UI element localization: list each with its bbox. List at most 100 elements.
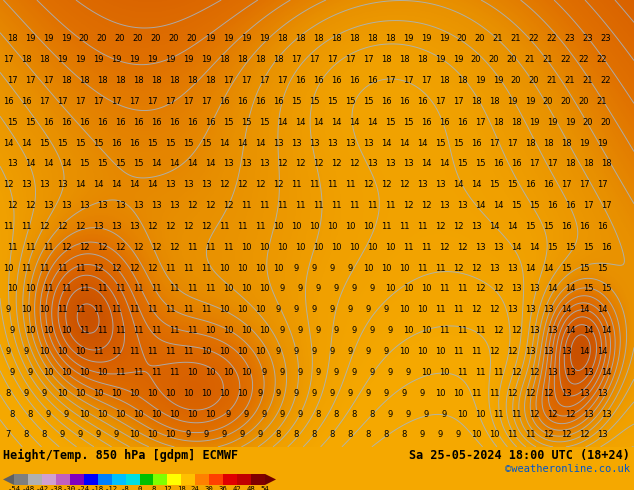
Text: 12: 12 [205, 201, 216, 210]
Text: 9: 9 [330, 347, 335, 356]
Text: 19: 19 [93, 55, 103, 64]
Text: 10: 10 [219, 305, 230, 315]
Text: 18: 18 [115, 76, 126, 85]
Text: 10: 10 [146, 430, 157, 440]
Text: 19: 19 [403, 34, 413, 43]
Text: 11: 11 [183, 264, 193, 272]
Text: 18: 18 [21, 55, 31, 64]
Text: 11: 11 [187, 243, 197, 252]
Text: 8: 8 [152, 486, 155, 490]
Text: 9: 9 [10, 326, 15, 335]
Bar [195, 474, 209, 485]
Text: 11: 11 [439, 326, 450, 335]
Text: 16: 16 [399, 97, 410, 106]
Text: 16: 16 [295, 76, 306, 85]
Text: 15: 15 [597, 264, 607, 272]
Bar [237, 474, 251, 485]
Text: 17: 17 [241, 76, 251, 85]
Text: 11: 11 [255, 222, 265, 231]
Text: 14: 14 [511, 243, 521, 252]
Text: 11: 11 [169, 326, 179, 335]
Text: 9: 9 [204, 430, 209, 440]
Text: 12: 12 [507, 347, 517, 356]
Text: 11: 11 [187, 326, 197, 335]
Text: 12: 12 [453, 222, 463, 231]
Text: 19: 19 [547, 118, 557, 126]
Text: 12: 12 [489, 347, 499, 356]
Text: 11: 11 [183, 305, 193, 315]
Text: 9: 9 [311, 347, 316, 356]
Text: 16: 16 [417, 97, 427, 106]
Text: 11: 11 [42, 243, 53, 252]
Text: 14: 14 [565, 285, 575, 294]
Text: 9: 9 [347, 389, 353, 398]
Text: 14: 14 [579, 347, 589, 356]
Text: 11: 11 [493, 368, 503, 377]
Text: 9: 9 [333, 285, 339, 294]
Text: 14: 14 [187, 159, 197, 169]
Text: 10: 10 [111, 389, 121, 398]
Text: 12: 12 [547, 410, 557, 418]
Bar [153, 474, 167, 485]
Text: 19: 19 [57, 55, 67, 64]
Text: 21: 21 [597, 97, 607, 106]
Text: 14: 14 [129, 180, 139, 189]
Text: 8: 8 [311, 430, 317, 440]
Text: 13: 13 [151, 201, 161, 210]
Text: 11: 11 [21, 222, 31, 231]
Text: 9: 9 [405, 368, 411, 377]
Text: 9: 9 [10, 368, 15, 377]
Text: 18: 18 [295, 34, 306, 43]
Text: 10: 10 [115, 410, 126, 418]
Text: 10: 10 [403, 285, 413, 294]
Text: 17: 17 [146, 97, 157, 106]
Text: 17: 17 [42, 76, 53, 85]
Text: 9: 9 [315, 326, 321, 335]
Text: 9: 9 [294, 347, 299, 356]
Text: 22: 22 [579, 55, 589, 64]
Text: 11: 11 [79, 326, 89, 335]
Text: 10: 10 [7, 285, 17, 294]
Text: 10: 10 [236, 389, 247, 398]
Text: 14: 14 [439, 159, 450, 169]
Text: 15: 15 [529, 201, 540, 210]
Text: 20: 20 [115, 34, 126, 43]
Text: 11: 11 [475, 368, 485, 377]
Text: 9: 9 [280, 410, 285, 418]
Text: 10: 10 [57, 389, 67, 398]
Text: 10: 10 [255, 305, 265, 315]
Text: 19: 19 [201, 55, 211, 64]
Text: 16: 16 [525, 180, 535, 189]
Text: 9: 9 [365, 347, 371, 356]
Text: 12: 12 [201, 222, 211, 231]
Bar [28, 474, 42, 485]
Text: 42: 42 [233, 486, 242, 490]
Text: 19: 19 [529, 118, 540, 126]
Text: 12: 12 [363, 180, 373, 189]
Text: 9: 9 [311, 305, 316, 315]
Text: 9: 9 [351, 285, 356, 294]
Text: 13: 13 [597, 389, 607, 398]
Text: 13: 13 [133, 201, 143, 210]
Text: 17: 17 [129, 97, 139, 106]
Text: 10: 10 [366, 243, 377, 252]
Text: 15: 15 [403, 118, 413, 126]
Text: 10: 10 [255, 347, 265, 356]
Text: 11: 11 [309, 180, 320, 189]
Text: 10: 10 [42, 368, 53, 377]
Text: 15: 15 [363, 97, 373, 106]
FancyArrow shape [265, 474, 276, 485]
Text: 9: 9 [365, 305, 371, 315]
Text: 12: 12 [7, 201, 17, 210]
Text: 9: 9 [257, 389, 262, 398]
Text: 21: 21 [543, 55, 553, 64]
Text: 15: 15 [165, 139, 175, 147]
Text: 15: 15 [507, 180, 517, 189]
Text: 12: 12 [439, 243, 450, 252]
Text: 15: 15 [327, 97, 337, 106]
Text: 13: 13 [241, 159, 251, 169]
Text: 9: 9 [46, 410, 51, 418]
Text: 11: 11 [456, 326, 467, 335]
Text: 9: 9 [261, 368, 267, 377]
Text: 14: 14 [453, 180, 463, 189]
